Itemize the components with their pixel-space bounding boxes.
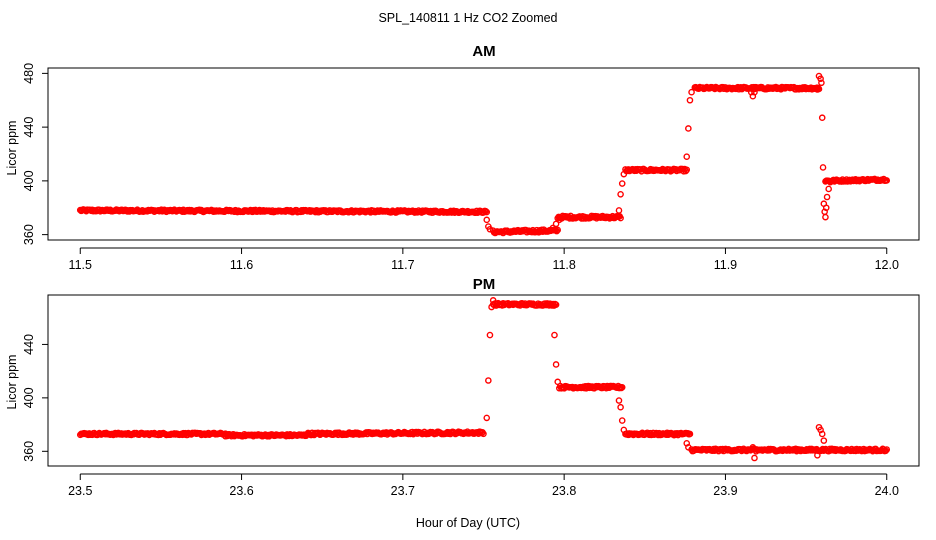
am-data-point	[686, 96, 694, 104]
am-data-point	[483, 216, 491, 224]
am-data-point	[620, 170, 628, 178]
am-x-tick-label: 11.5	[69, 258, 92, 272]
pm-data-point	[480, 430, 487, 438]
pm-data-point	[752, 447, 760, 455]
pm-x-tick-label: 23.8	[552, 484, 576, 498]
pm-data-point	[617, 403, 624, 411]
am-y-tick-label: 480	[22, 63, 36, 84]
pm-x-tick-label: 23.9	[713, 484, 737, 498]
am-data-point	[617, 214, 624, 222]
pm-data-point	[618, 417, 626, 424]
am-x-axis: 11.5 11.6 11.7 11.8 11.9 12.0	[69, 247, 899, 272]
am-data-point	[688, 88, 695, 96]
am-data-point	[818, 79, 825, 87]
am-points	[76, 72, 891, 237]
am-y-tick-label: 400	[22, 170, 36, 191]
pm-panel: PM Licor ppm 23.5 23.6 23.7 23.8 23.9 24.0 36…	[5, 276, 920, 498]
am-data-point	[615, 207, 623, 214]
pm-x-tick-label: 23.7	[391, 484, 415, 498]
pm-data-point	[485, 377, 492, 384]
am-data-point	[819, 164, 827, 171]
pm-data-point	[615, 397, 623, 404]
am-x-tick-label: 11.8	[552, 258, 575, 272]
am-data-point	[553, 227, 561, 235]
x-axis-label: Hour of Day (UTC)	[416, 516, 520, 530]
pm-points	[76, 297, 891, 462]
pm-y-axis-label: Licor ppm	[5, 355, 19, 410]
am-panel: AM Licor ppm 11.5 11.6 11.7 11.8 11.9 12.0 36…	[5, 43, 920, 272]
pm-y-tick-label: 360	[22, 441, 36, 462]
am-y-axis-label: Licor ppm	[5, 121, 19, 176]
pm-data-point	[751, 454, 758, 462]
pm-x-axis: 23.5 23.6 23.7 23.8 23.9 24.0	[68, 473, 899, 498]
am-data-point	[482, 207, 490, 215]
pm-x-tick-label: 23.5	[68, 484, 92, 498]
pm-data-point	[486, 331, 494, 339]
am-y-axis: 360 400 440 480	[22, 63, 49, 245]
am-data-point	[683, 153, 691, 160]
pm-data-point	[552, 301, 560, 309]
am-data-point	[556, 216, 563, 224]
pm-y-tick-label: 440	[22, 334, 36, 355]
am-data-point	[618, 180, 626, 187]
pm-data-point	[618, 383, 626, 391]
pm-data-point	[818, 430, 826, 438]
am-x-tick-label: 11.9	[714, 258, 737, 272]
am-data-point	[751, 88, 758, 96]
am-x-tick-label: 11.7	[391, 258, 414, 272]
pm-data-point	[483, 414, 491, 422]
pm-data-point	[685, 443, 692, 451]
pm-y-tick-label: 400	[22, 387, 36, 408]
pm-data-point	[551, 331, 558, 339]
am-data-point	[818, 114, 826, 122]
am-data-point	[685, 125, 692, 132]
pm-x-tick-label: 23.6	[229, 484, 253, 498]
am-data-point	[883, 177, 891, 184]
am-y-tick-label: 440	[22, 117, 36, 138]
am-y-tick-label: 360	[22, 224, 36, 245]
am-data-point	[826, 178, 834, 186]
figure-title: SPL_140811 1 Hz CO2 Zoomed	[378, 11, 557, 25]
pm-panel-title: PM	[473, 276, 496, 293]
pm-data-point	[749, 443, 757, 451]
am-data-point	[486, 225, 494, 233]
am-data-point	[617, 191, 624, 198]
am-data-point	[814, 86, 821, 93]
pm-data-point	[883, 446, 891, 453]
am-data-point	[683, 166, 691, 174]
pm-data-point	[814, 452, 821, 459]
am-x-tick-label: 12.0	[875, 258, 899, 272]
am-data-point	[483, 208, 491, 216]
am-panel-title: AM	[472, 43, 495, 60]
am-data-point	[825, 185, 832, 193]
am-x-tick-label: 11.6	[230, 258, 253, 272]
am-data-point	[549, 224, 557, 232]
pm-data-point	[552, 361, 560, 368]
pm-data-point	[820, 437, 828, 444]
pm-x-tick-label: 24.0	[875, 484, 899, 498]
am-data-point	[822, 204, 830, 212]
am-data-point	[817, 75, 824, 83]
pm-data-point	[554, 378, 562, 386]
pm-plot-frame	[47, 294, 920, 467]
pm-y-axis: 360 400 440	[22, 334, 49, 462]
pm-data-point	[488, 303, 495, 311]
am-data-point	[552, 220, 560, 228]
pm-data-point	[686, 430, 694, 438]
pm-data-point	[489, 297, 497, 304]
am-data-point	[823, 193, 831, 201]
am-data-point	[822, 213, 829, 221]
pm-data-point	[620, 426, 628, 434]
